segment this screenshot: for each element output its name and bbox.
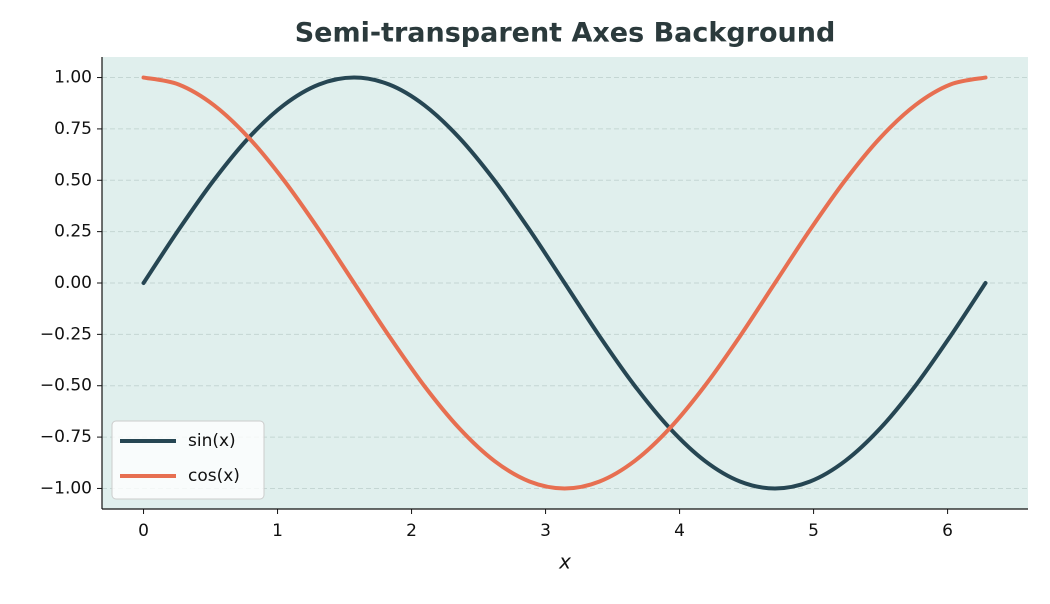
y-tick-label: −1.00	[40, 478, 92, 498]
y-tick-label: 0.25	[54, 222, 92, 242]
y-tick-label: 0.75	[54, 119, 92, 139]
line-series	[141, 75, 988, 491]
y-tick-label: −0.75	[40, 427, 92, 447]
x-tick-label: 6	[942, 521, 953, 541]
y-tick-label: 0.00	[54, 273, 92, 293]
legend-label: cos(x)	[188, 466, 240, 486]
x-tick-label: 3	[540, 521, 551, 541]
y-tick-label: −0.25	[40, 324, 92, 344]
x-tick-label: 0	[138, 521, 149, 541]
y-tick-label: −0.50	[40, 376, 92, 396]
chart-title: Semi-transparent Axes Background	[295, 18, 836, 49]
y-tick-label: 0.50	[54, 170, 92, 190]
x-tick-label: 2	[406, 521, 417, 541]
line-series	[141, 75, 988, 491]
x-axis-label: x	[558, 550, 571, 574]
x-tick-label: 4	[674, 521, 685, 541]
x-tick-label: 5	[808, 521, 819, 541]
legend-label: sin(x)	[188, 431, 236, 451]
y-tick-label: 1.00	[54, 68, 92, 88]
x-tick-label: 1	[272, 521, 283, 541]
